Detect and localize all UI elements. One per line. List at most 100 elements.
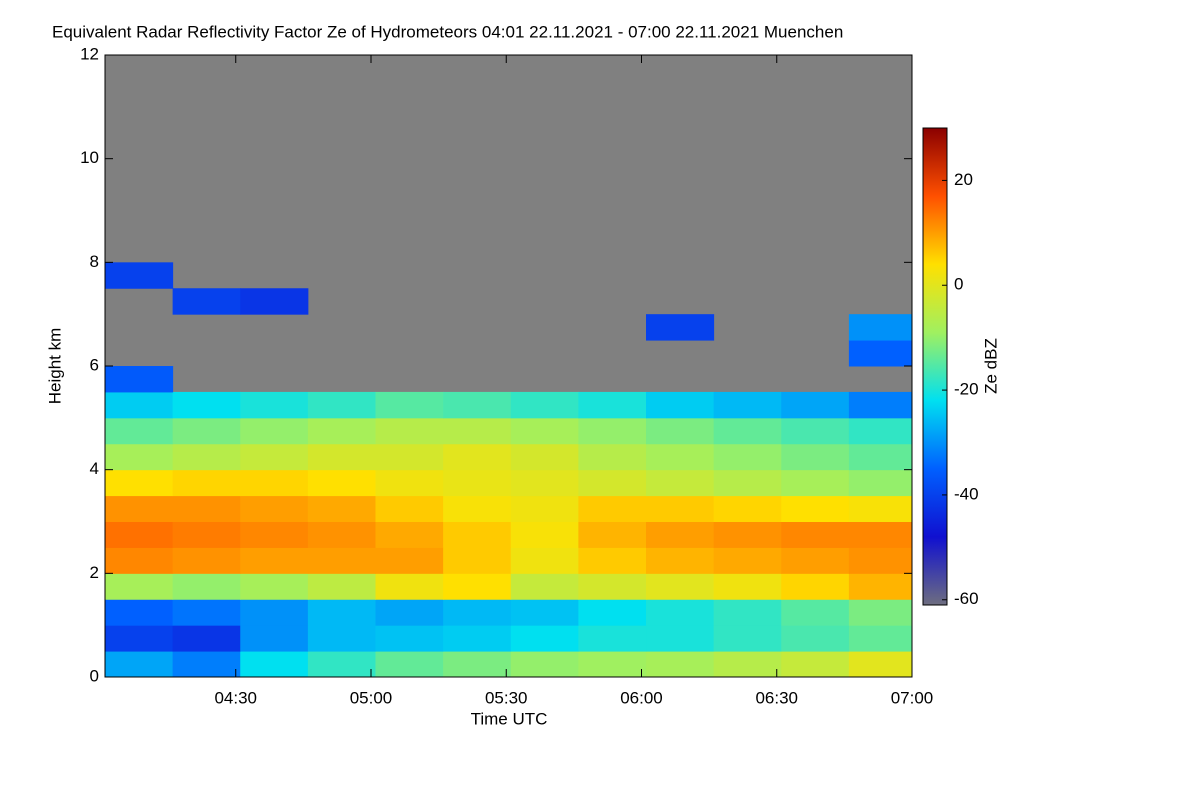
heatmap-cell [713, 443, 782, 471]
heatmap-cell [105, 547, 174, 574]
y-tick-label: 8 [90, 252, 99, 271]
heatmap-cell [646, 651, 715, 678]
heatmap-cell [578, 625, 647, 652]
heatmap-cell [781, 495, 850, 522]
colorbar-label: Ze dBZ [981, 338, 1000, 394]
heatmap-cell [646, 599, 715, 626]
x-tick-label: 06:30 [755, 688, 798, 707]
heatmap-cell [307, 417, 377, 445]
heatmap-cell [646, 625, 715, 652]
heatmap-cell [240, 625, 309, 652]
heatmap-cell [713, 391, 782, 419]
heatmap-cell [172, 469, 241, 497]
heatmap-cell [105, 599, 174, 626]
heatmap-cell [443, 521, 512, 548]
heatmap-cell [105, 651, 174, 678]
heatmap-cell [510, 547, 579, 574]
heatmap-cell [713, 495, 782, 522]
heatmap-cell [307, 469, 377, 497]
heatmap-cell [443, 651, 512, 678]
heatmap-cell [172, 599, 241, 626]
colorbar [922, 127, 948, 606]
heatmap-cell [578, 417, 647, 445]
heatmap-cell [578, 443, 647, 471]
heatmap-cell [375, 521, 444, 548]
heatmap-cell [307, 651, 377, 678]
heatmap-cell [240, 443, 309, 471]
heatmap-cell [713, 521, 782, 548]
heatmap-cell [510, 625, 579, 652]
heatmap-cell [510, 443, 579, 471]
heatmap-cell [713, 417, 782, 445]
x-tick-label: 05:30 [485, 688, 528, 707]
y-tick-label: 2 [90, 563, 99, 582]
heatmap-cell [240, 288, 309, 315]
heatmap-cell [848, 651, 913, 678]
heatmap-cell [443, 625, 512, 652]
heatmap-cell [510, 651, 579, 678]
colorbar-tick-label: -60 [954, 589, 979, 608]
colorbar-tick-label: 0 [954, 275, 963, 294]
heatmap-cell [105, 625, 174, 652]
heatmap-cell [105, 443, 174, 471]
heatmap-cell [510, 391, 579, 419]
colorbar-tick-label: -40 [954, 484, 979, 503]
chart-title: Equivalent Radar Reflectivity Factor Ze … [52, 22, 843, 41]
heatmap-cell [375, 651, 444, 678]
heatmap-cell [578, 573, 647, 600]
heatmap-cell [646, 391, 715, 419]
heatmap-cell [510, 417, 579, 445]
heatmap-cell [781, 599, 850, 626]
heatmap-cell [713, 625, 782, 652]
heatmap-cell [713, 651, 782, 678]
y-tick-label: 0 [90, 666, 99, 685]
y-axis-label: Height km [45, 328, 64, 405]
heatmap-cell [240, 599, 309, 626]
heatmap-cell [646, 443, 715, 471]
heatmap-cell [172, 417, 241, 445]
heatmap-cell [443, 469, 512, 497]
heatmap-cell [646, 573, 715, 600]
heatmap-cell [375, 443, 444, 471]
heatmap-cell [443, 417, 512, 445]
heatmap-cell [848, 469, 913, 497]
heatmap-cell [646, 495, 715, 522]
heatmap-cell [172, 288, 241, 315]
heatmap-cell [848, 495, 913, 522]
heatmap-cell [646, 314, 715, 341]
heatmap-cell [240, 573, 309, 600]
heatmap-cell [443, 547, 512, 574]
heatmap-cell [781, 651, 850, 678]
heatmap-cell [307, 599, 377, 626]
heatmap-cell [172, 495, 241, 522]
heatmap-cell [781, 417, 850, 445]
heatmap-cell [172, 391, 241, 419]
heatmap-cell [307, 625, 377, 652]
heatmap-cell [307, 521, 377, 548]
x-tick-label: 07:00 [891, 688, 934, 707]
heatmap-cell [848, 443, 913, 471]
heatmap-cell [510, 495, 579, 522]
heatmap-cell [105, 469, 174, 497]
heatmap-cell [105, 417, 174, 445]
heatmap-cell [443, 573, 512, 600]
heatmap-cell [105, 573, 174, 600]
heatmap-cell [375, 495, 444, 522]
heatmap-cell [375, 391, 444, 419]
x-tick-label: 04:30 [214, 688, 257, 707]
heatmap-cell [781, 391, 850, 419]
heatmap-cell [240, 547, 309, 574]
heatmap-cell [781, 469, 850, 497]
heatmap-cell [307, 495, 377, 522]
heatmap-cell [105, 391, 174, 419]
heatmap-cell [105, 521, 174, 548]
heatmap-cell [240, 495, 309, 522]
heatmap-cell [713, 573, 782, 600]
heatmap-cell [172, 443, 241, 471]
heatmap-cell [646, 547, 715, 574]
heatmap-cell [781, 547, 850, 574]
heatmap-cell [848, 417, 913, 445]
heatmap-cell [172, 547, 241, 574]
